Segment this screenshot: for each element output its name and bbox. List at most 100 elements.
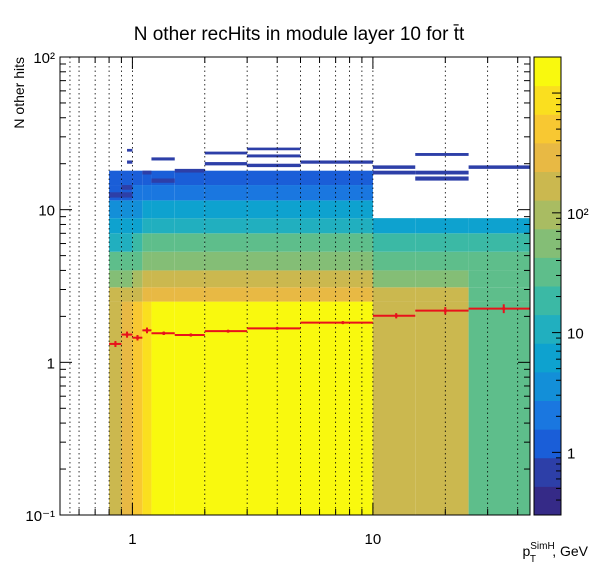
heatmap-cell (468, 218, 530, 234)
heatmap-cell (132, 170, 143, 186)
heatmap-cell (300, 270, 373, 288)
profile-point (189, 333, 193, 337)
heatmap-cell (151, 178, 175, 183)
x-tick-label: 10 (365, 531, 382, 548)
heatmap-cell (204, 200, 248, 219)
heatmap-cell (151, 301, 175, 515)
heatmap-cell (204, 287, 248, 302)
heatmap-cell (300, 301, 373, 515)
heatmap-cell (151, 200, 175, 219)
heatmap-cell (468, 287, 530, 302)
profile-point (443, 309, 447, 313)
heatmap-cell (174, 200, 205, 219)
heatmap-cell (415, 301, 469, 515)
heatmap-cell (468, 270, 530, 288)
heatmap-cell (247, 147, 301, 151)
colorbar: 1 10 10² (533, 56, 589, 516)
heatmap-cell (204, 270, 248, 288)
heatmap-cell (204, 301, 248, 515)
heatmap-cell (300, 218, 373, 234)
sparse-cells (109, 147, 530, 198)
heatmap-cell (151, 157, 175, 161)
heatmap-cell (415, 170, 469, 175)
heatmap-cell (372, 251, 416, 271)
heatmap-cell (109, 218, 122, 234)
heatmap-cell (132, 185, 143, 201)
heatmap-cell (142, 270, 152, 288)
heatmap-cell (109, 192, 133, 198)
heatmap-cell (174, 270, 205, 288)
heatmap-cell (174, 287, 205, 302)
colorbar-step (534, 286, 561, 316)
y-tick-label: 10⁻¹ (25, 508, 55, 525)
heatmap-cell (415, 270, 469, 288)
colorbar-frame (533, 56, 562, 516)
heatmap-cell (174, 301, 205, 515)
heatmap-cell (204, 151, 248, 155)
heatmap-cell (109, 287, 122, 302)
colorbar-step (534, 57, 561, 87)
heatmap-cell (204, 218, 248, 234)
heatmap-cell (415, 233, 469, 252)
heatmap-cell (174, 168, 205, 173)
heatmap-cell (151, 287, 175, 302)
colorbar-step (534, 371, 561, 401)
heatmap-cell (132, 218, 143, 234)
heatmap-cells (109, 170, 530, 515)
heatmap-cell (174, 185, 205, 201)
heatmap-cell (132, 287, 143, 302)
heatmap-cell (127, 148, 133, 152)
heatmap-cell (151, 251, 175, 271)
heatmap-cell (415, 176, 469, 181)
axis-tick-labels: 1 10 10⁻¹ 1 10 10² (25, 50, 381, 548)
heatmap-cell (132, 301, 143, 515)
heatmap-cell (247, 154, 301, 158)
heatmap-cell (300, 233, 373, 252)
x-axis-label: pSimH T, GeV (522, 541, 588, 565)
heatmap-cell (121, 270, 133, 288)
heatmap-cell (109, 301, 122, 515)
heatmap-cell (372, 218, 416, 234)
heatmap-cell (109, 233, 122, 252)
heatmap-cell (204, 185, 248, 201)
profile-point (145, 328, 149, 332)
heatmap-cell (109, 270, 122, 288)
heatmap-cell (142, 218, 152, 234)
colorbar-tick-label: 1 (567, 445, 575, 462)
heatmap-cell (142, 233, 152, 252)
axis-ticks (59, 56, 530, 516)
profile-point (113, 342, 118, 346)
heatmap-cell (132, 233, 143, 252)
heatmap-cell (247, 270, 301, 288)
heatmap-cell (132, 251, 143, 271)
heatmap-cell (151, 218, 175, 234)
heatmap-cell (142, 200, 152, 219)
heatmap-cell (468, 233, 530, 252)
heatmap-cell (300, 200, 373, 219)
profile-point (125, 332, 129, 337)
profile-series (109, 304, 530, 348)
heatmap-cell (300, 185, 373, 201)
heatmap-cell (151, 170, 175, 186)
colorbar-step (534, 314, 561, 344)
heatmap-cell (247, 287, 301, 302)
colorbar-tick-label: 10 (567, 326, 584, 343)
heatmap-cell (121, 233, 133, 252)
chart-title: N other recHits in module layer 10 for t… (134, 24, 465, 45)
heatmap-cell (174, 233, 205, 252)
y-axis-label: N other hits (11, 57, 27, 129)
heatmap-cell (247, 301, 301, 515)
heatmap-cell (204, 251, 248, 271)
heatmap-cell (132, 200, 143, 219)
colorbar-step (534, 429, 561, 459)
heatmap-cell (415, 218, 469, 234)
heatmap-cell (127, 160, 133, 164)
colorbar-step (534, 85, 561, 115)
heatmap-cell (415, 251, 469, 271)
heatmap-cell (121, 287, 133, 302)
heatmap-cell (174, 251, 205, 271)
colorbar-step (534, 457, 561, 487)
heatmap-cell (121, 185, 133, 190)
heatmap-cell (151, 270, 175, 288)
